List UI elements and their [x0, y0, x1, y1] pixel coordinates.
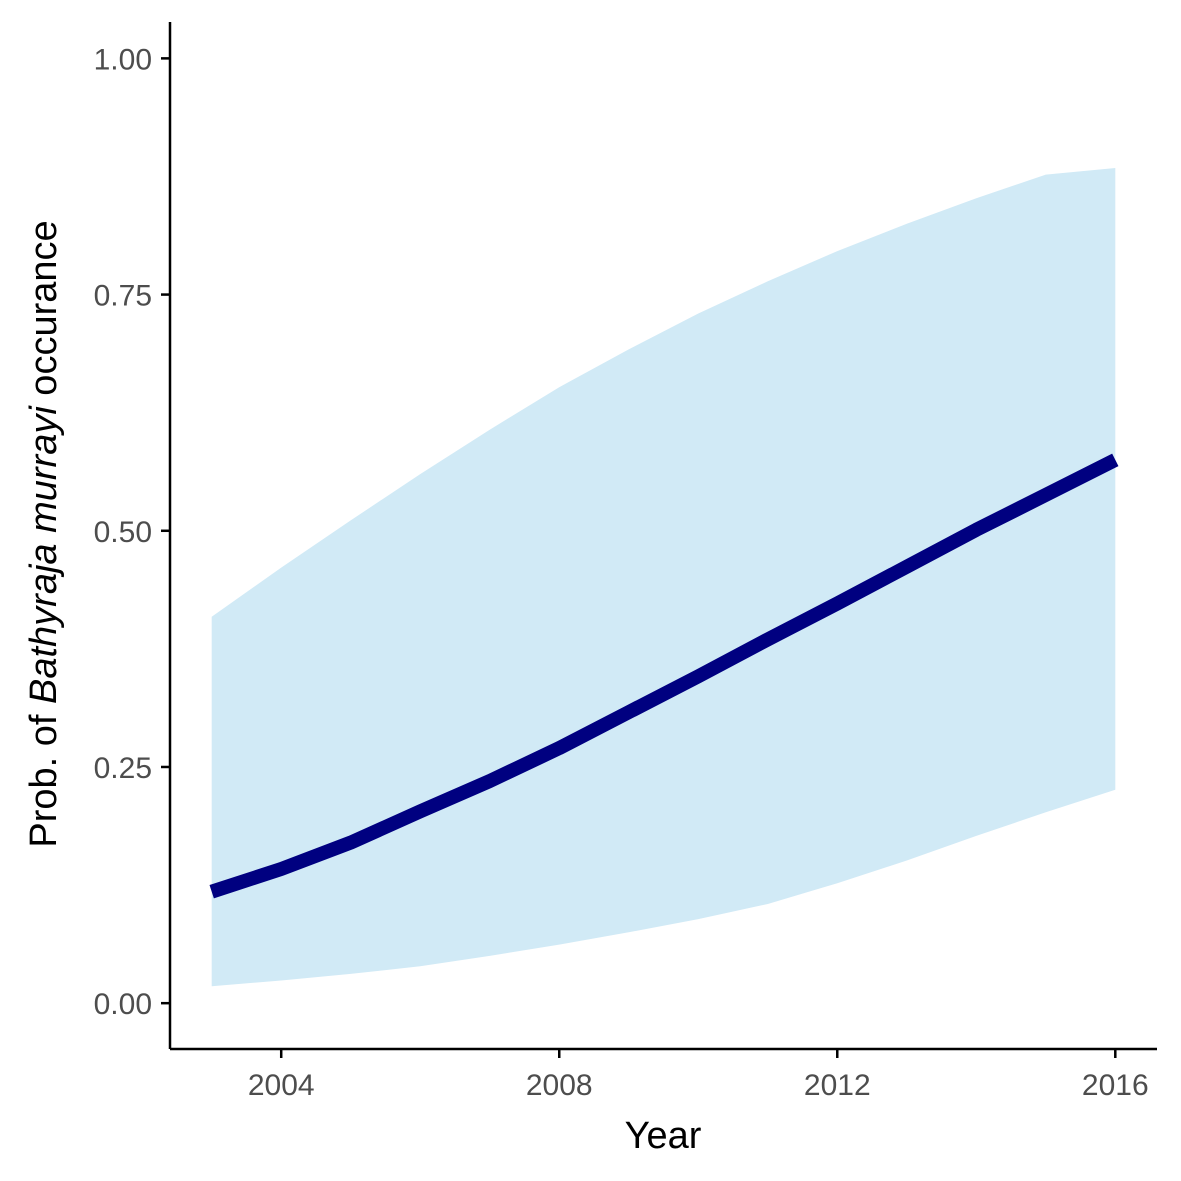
- confidence-band-layer: [211, 168, 1116, 987]
- y-tick-label: 1.00: [94, 43, 152, 76]
- x-tick-label: 2016: [1082, 1069, 1149, 1102]
- x-tick-label: 2008: [526, 1069, 593, 1102]
- y-tick-label: 0.25: [94, 752, 152, 785]
- x-axis-ticks: 2004 2008 2012 2016: [248, 1049, 1149, 1102]
- x-tick-label: 2012: [804, 1069, 871, 1102]
- y-tick-label: 0.50: [94, 516, 152, 549]
- y-axis-title-prefix: Prob. of: [23, 704, 65, 848]
- plot-area: [209, 168, 1119, 987]
- y-tick-label: 0.00: [94, 988, 152, 1021]
- y-tick-label: 0.75: [94, 280, 152, 313]
- y-axis-ticks: 0.00 0.25 0.50 0.75 1.00: [94, 43, 170, 1021]
- fitted-probability-line: [209, 453, 1119, 899]
- trend-line-layer: [209, 453, 1119, 899]
- y-axis-title-species: Bathyraja murrayi: [23, 405, 65, 704]
- confidence-band: [211, 168, 1116, 987]
- y-axis-title-suffix: occurance: [23, 220, 65, 406]
- y-axis-title: Prob. of Bathyraja murrayi occurance: [23, 220, 65, 847]
- x-axis-title: Year: [625, 1115, 702, 1157]
- x-tick-label: 2004: [248, 1069, 315, 1102]
